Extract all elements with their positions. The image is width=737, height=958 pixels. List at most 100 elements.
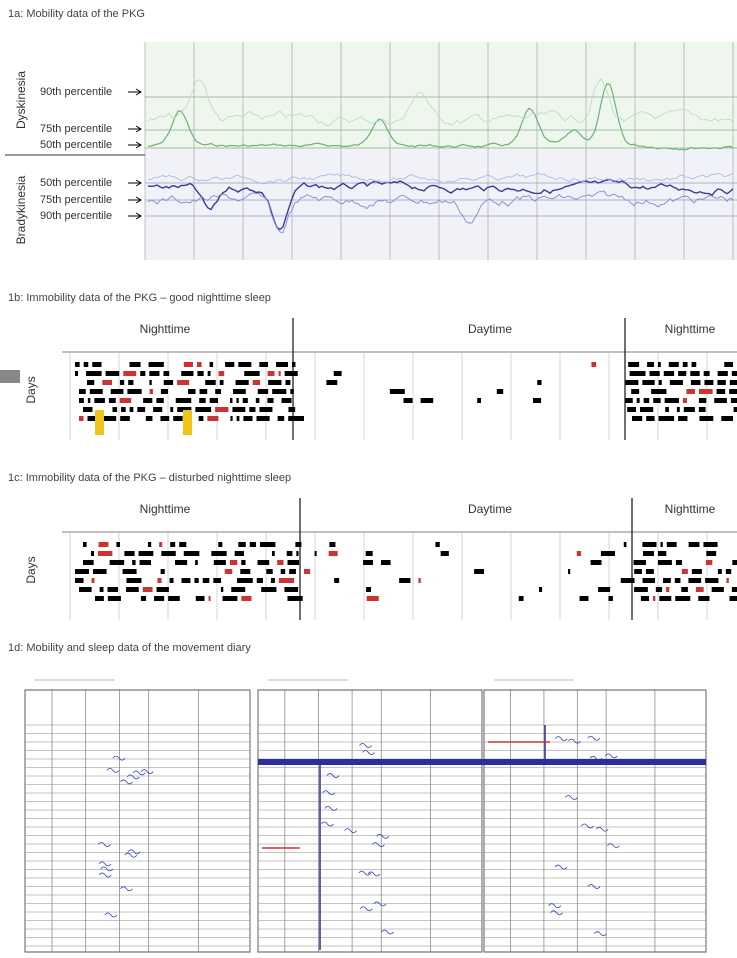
sleep-mark: [258, 759, 706, 765]
panel-title: 1c: Immobility data of the PKG – disturb…: [8, 472, 291, 484]
immobility-bar: [84, 362, 89, 367]
immobility-bar: [691, 380, 701, 385]
immobility-bar: [634, 587, 648, 592]
immobility-bar: [334, 578, 339, 583]
immobility-bar: [126, 578, 141, 583]
handwriting: [141, 770, 153, 774]
immobility-bar: [686, 389, 695, 394]
immobility-bar: [157, 587, 169, 592]
immobility-bar: [329, 551, 338, 556]
immobility-bar: [210, 398, 218, 403]
handwriting: [568, 739, 580, 743]
handwriting: [605, 754, 617, 758]
immobility-bar: [79, 587, 92, 592]
immobility-bar: [154, 596, 164, 601]
immobility-bar: [209, 596, 211, 601]
immobility-bar: [533, 398, 541, 403]
immobility-bar: [676, 560, 682, 565]
immobility-bar: [153, 407, 162, 412]
immobility-bar: [223, 596, 238, 601]
immobility-bar: [220, 380, 224, 385]
immobility-bar: [83, 407, 92, 412]
immobility-bar: [281, 569, 285, 574]
axis-label: Days: [24, 376, 38, 403]
immobility-bar: [205, 380, 216, 385]
immobility-bar: [184, 551, 200, 556]
immobility-bar: [106, 371, 120, 376]
immobility-bar: [634, 560, 646, 565]
immobility-bar: [196, 596, 205, 601]
immobility-bar: [268, 380, 281, 385]
handwriting: [321, 822, 333, 826]
immobility-bar: [94, 398, 105, 403]
immobility-bar: [640, 407, 653, 412]
axis-label: Days: [24, 556, 38, 583]
handwriting: [608, 844, 620, 848]
immobility-bar: [287, 560, 299, 565]
immobility-bar: [289, 569, 296, 574]
immobility-bar: [658, 560, 672, 565]
immobility-bar: [109, 398, 116, 403]
immobility-bar: [714, 398, 727, 403]
immobility-bar: [211, 551, 226, 556]
figure: 1a: Mobility data of the PKG Dyskinesia …: [0, 0, 737, 958]
immobility-bar: [688, 578, 701, 583]
immobility-bar: [236, 380, 249, 385]
immobility-bar: [366, 587, 371, 592]
immobility-bar: [334, 371, 342, 376]
immobility-bar: [110, 560, 125, 565]
side-tab: [0, 370, 20, 383]
immobility-bar: [261, 587, 276, 592]
handwriting: [101, 867, 113, 871]
immobility-bar: [288, 407, 295, 412]
marker: [95, 410, 104, 435]
immobility-bar: [104, 416, 116, 421]
dyskinesia-area: [145, 42, 737, 150]
handwriting: [565, 795, 577, 799]
immobility-bar: [519, 596, 524, 601]
handwriting: [120, 887, 132, 891]
immobility-bar: [598, 587, 610, 592]
immobility-bar: [232, 407, 245, 412]
immobility-bar: [179, 542, 186, 547]
immobility-bar: [184, 362, 193, 367]
immobility-bar: [537, 380, 541, 385]
handwriting: [327, 774, 339, 778]
immobility-bar: [659, 596, 671, 601]
immobility-bar: [149, 380, 151, 385]
immobility-bar: [661, 542, 663, 547]
immobility-bar: [435, 542, 439, 547]
handwriting: [555, 737, 567, 741]
immobility-bar: [666, 587, 669, 592]
immobility-bar: [168, 596, 180, 601]
immobility-bar: [123, 371, 136, 376]
immobility-bar: [704, 371, 710, 376]
immobility-bar: [197, 362, 202, 367]
immobility-bar: [568, 569, 570, 574]
immobility-bar: [683, 398, 687, 403]
immobility-bar: [218, 542, 222, 547]
percentile-label: 50th percentile: [40, 177, 112, 189]
panel-title: 1b: Immobility data of the PKG – good ni…: [8, 292, 271, 304]
handwriting: [105, 913, 117, 917]
immobility-bar: [272, 551, 275, 556]
percentile-label: 50th percentile: [40, 139, 112, 151]
immobility-bar: [92, 578, 95, 583]
immobility-bar: [637, 398, 640, 403]
immobility-bar: [699, 407, 706, 412]
immobility-bar: [83, 542, 87, 547]
immobility-bar: [326, 380, 337, 385]
diary-sheet: [484, 690, 706, 952]
arrow: [128, 180, 141, 186]
immobility-bar: [120, 416, 130, 421]
immobility-bar: [127, 389, 141, 394]
immobility-bar: [258, 560, 270, 565]
immobility-bar: [580, 596, 589, 601]
handwriting: [549, 904, 561, 908]
immobility-bar: [675, 578, 681, 583]
immobility-bar: [267, 398, 273, 403]
immobility-bar: [653, 596, 655, 601]
handwriting: [360, 743, 372, 747]
immobility-bar: [141, 596, 146, 601]
immobility-bar: [705, 578, 718, 583]
